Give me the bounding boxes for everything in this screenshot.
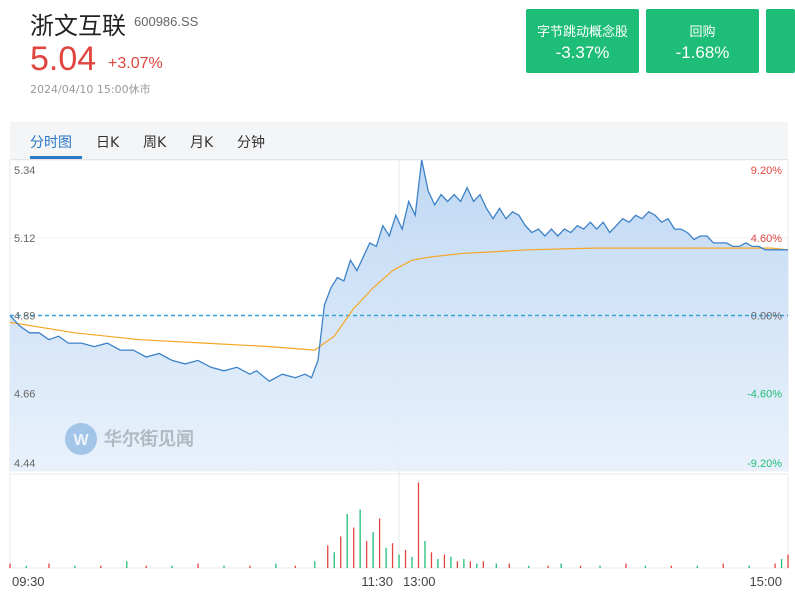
volume-bar <box>391 543 394 568</box>
price-change: +3.07% <box>108 55 163 72</box>
x-tick-label: 09:30 <box>12 574 45 589</box>
stock-name: 浙文互联 <box>30 12 126 40</box>
volume-bar <box>340 536 342 568</box>
volume-bar <box>443 554 446 568</box>
y-tick-right: 0.00% <box>751 311 782 323</box>
chart-tab-bar: 分时图 日K 周K 月K 分钟 <box>10 122 788 160</box>
x-tick-label: 11:30 <box>361 574 393 589</box>
volume-bar <box>599 565 601 568</box>
volume-bar <box>353 527 355 568</box>
volume-bar <box>417 482 420 568</box>
tab-monthly-k[interactable]: 月K <box>190 135 214 151</box>
volume-bar <box>25 565 27 568</box>
volume-bar <box>469 561 472 568</box>
volume-bar <box>774 563 776 568</box>
volume-bar <box>126 561 128 568</box>
watermark-text: 华尔街见闻 <box>104 428 194 449</box>
volume-bar <box>437 559 439 568</box>
y-tick-left: 5.34 <box>14 165 35 177</box>
concept-name: 回购 <box>689 25 716 40</box>
volume-bar <box>722 563 724 568</box>
volume-bar <box>430 552 433 568</box>
volume-bar <box>508 563 510 568</box>
tab-weekly-k[interactable]: 周K <box>143 135 167 151</box>
average-price-line <box>9 247 789 351</box>
active-tab-indicator <box>30 156 82 159</box>
volume-bar <box>314 561 316 568</box>
watermark-logo: W 华尔街见闻 <box>65 423 194 455</box>
concept-card-buyback[interactable]: 回购 -1.68% <box>646 9 759 73</box>
volume-bar <box>476 563 478 568</box>
volume-bar <box>100 565 102 568</box>
volume-bar <box>411 556 413 568</box>
volume-bar <box>145 565 147 568</box>
y-tick-right: -4.60% <box>747 388 782 400</box>
concept-change: -1.68% <box>675 43 730 62</box>
volume-bar <box>275 563 277 568</box>
volume-bar <box>365 541 368 568</box>
volume-bar <box>404 550 407 568</box>
watermark-icon <box>65 423 97 455</box>
y-tick-right: -9.20% <box>747 458 782 470</box>
volume-bar <box>378 518 381 568</box>
volume-bar <box>333 552 335 568</box>
volume-bar <box>249 565 251 568</box>
volume-bar <box>197 563 199 568</box>
volume-bar <box>787 554 789 568</box>
volume-bar <box>560 563 562 568</box>
x-tick-label: 13:00 <box>403 574 436 589</box>
concept-card-bytedance[interactable]: 字节跳动概念股 -3.37% <box>526 9 639 73</box>
volume-bar <box>456 561 459 568</box>
volume-bar <box>463 559 465 568</box>
volume-bar <box>171 565 173 568</box>
current-price: 5.04 <box>30 40 97 78</box>
x-tick-label: 15:00 <box>749 574 782 589</box>
volume-bar <box>482 561 484 568</box>
y-tick-left: 4.44 <box>14 458 35 470</box>
volume-bar <box>359 509 361 568</box>
tab-intraday[interactable]: 分时图 <box>30 135 72 151</box>
concept-card-partial[interactable] <box>766 9 795 73</box>
volume-bar <box>625 563 627 568</box>
stock-code: 600986.SS <box>134 14 199 29</box>
volume-bar <box>372 532 374 568</box>
volume-bar <box>670 565 672 568</box>
intraday-chart[interactable]: 5.34 9.20% 5.12 4.60% 4.89 0.00% 4.66 -4.60% 4.4… <box>0 160 795 601</box>
concept-change: -3.37% <box>555 43 610 62</box>
timestamp: 2024/04/10 15:00休市 <box>30 83 151 96</box>
concept-name: 字节跳动概念股 <box>536 25 628 40</box>
volume-bar <box>346 514 348 568</box>
price-line <box>9 160 788 382</box>
volume-bar <box>495 563 497 568</box>
volume-bar <box>294 565 296 568</box>
volume-bar <box>398 554 400 568</box>
volume-bar <box>424 541 426 568</box>
volume-bar <box>9 563 11 568</box>
volume-bar <box>644 565 647 568</box>
y-tick-right: 4.60% <box>751 233 782 245</box>
volume-bar <box>696 565 698 568</box>
volume-bar <box>327 545 329 568</box>
volume-bar <box>748 565 750 568</box>
volume-bar <box>385 547 387 568</box>
volume-bar <box>528 565 530 568</box>
y-tick-right: 9.20% <box>751 165 782 177</box>
watermark-icon-letter: W <box>73 432 89 449</box>
volume-bar <box>547 565 549 568</box>
volume-bar <box>223 565 225 568</box>
volume-bar <box>48 563 50 568</box>
y-tick-left: 5.12 <box>14 233 35 245</box>
volume-bar <box>74 565 76 568</box>
tab-daily-k[interactable]: 日K <box>96 135 120 151</box>
volume-bar <box>579 565 582 568</box>
tab-minute[interactable]: 分钟 <box>237 135 265 151</box>
y-tick-left: 4.66 <box>14 388 35 400</box>
volume-bar <box>450 556 452 568</box>
y-tick-left: 4.89 <box>14 311 35 323</box>
volume-bar <box>780 559 783 568</box>
